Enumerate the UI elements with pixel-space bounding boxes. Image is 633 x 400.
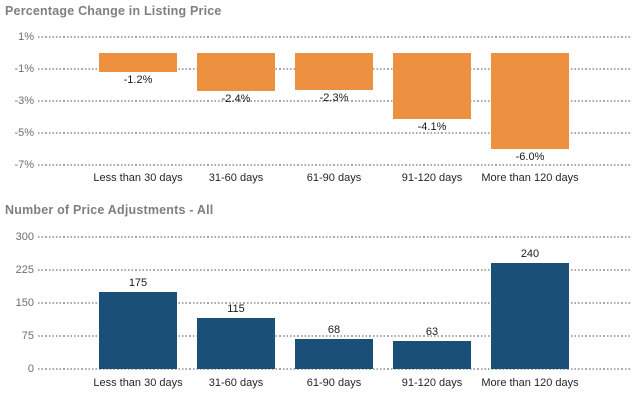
bar[interactable] — [197, 53, 275, 92]
y-tick-label: 150 — [15, 297, 34, 309]
y-tick-label: 0 — [27, 363, 34, 375]
category-label: 31-60 days — [208, 172, 264, 184]
gridline — [38, 132, 631, 134]
bar-value-label: 240 — [520, 248, 540, 261]
top-chart-title: Percentage Change in Listing Price — [5, 4, 222, 18]
bar[interactable] — [99, 292, 177, 369]
gridline — [38, 236, 631, 238]
bottom-chart-title: Number of Price Adjustments - All — [5, 203, 214, 217]
bar-value-label: -1.2% — [123, 74, 153, 87]
category-label: More than 120 days — [481, 377, 579, 389]
bar-value-label: 63 — [425, 326, 439, 339]
gridline — [38, 368, 631, 370]
bar-value-label: 115 — [227, 303, 245, 316]
bar[interactable] — [491, 263, 569, 369]
y-tick-label: 225 — [15, 264, 34, 276]
category-label: 91-120 days — [401, 377, 463, 389]
category-label: Less than 30 days — [93, 172, 183, 184]
category-label: Less than 30 days — [93, 377, 183, 389]
category-label: 31-60 days — [208, 377, 264, 389]
gridline — [38, 269, 631, 271]
bar[interactable] — [295, 53, 373, 90]
bar[interactable] — [295, 339, 373, 369]
bar-value-label: 68 — [327, 324, 341, 337]
category-label: 91-120 days — [401, 172, 463, 184]
gridline — [38, 36, 631, 38]
gridline — [38, 302, 631, 304]
bar-value-label: -6.0% — [515, 151, 545, 163]
y-tick-label: -5% — [14, 127, 34, 139]
bar[interactable] — [197, 318, 275, 369]
y-tick-label: -3% — [14, 95, 34, 107]
bar[interactable] — [491, 53, 569, 149]
y-tick-label: 1% — [18, 31, 34, 43]
category-label: 61-90 days — [306, 377, 362, 389]
y-tick-label: -7% — [14, 159, 34, 171]
y-tick-label: -1% — [14, 63, 34, 75]
bar-value-label: -2.3% — [319, 91, 349, 104]
bar-value-label: -4.1% — [417, 120, 447, 133]
gridline — [38, 100, 631, 102]
gridline — [38, 335, 631, 337]
category-label: More than 120 days — [481, 172, 579, 184]
gridline — [38, 164, 631, 166]
bar[interactable] — [99, 53, 177, 73]
y-tick-label: 300 — [15, 231, 34, 243]
bar-value-label: 175 — [128, 277, 148, 289]
y-tick-label: 75 — [21, 330, 34, 342]
bar-value-label: -2.4% — [221, 93, 251, 106]
bar[interactable] — [393, 341, 471, 369]
category-label: 61-90 days — [306, 172, 362, 184]
bar[interactable] — [393, 53, 471, 119]
